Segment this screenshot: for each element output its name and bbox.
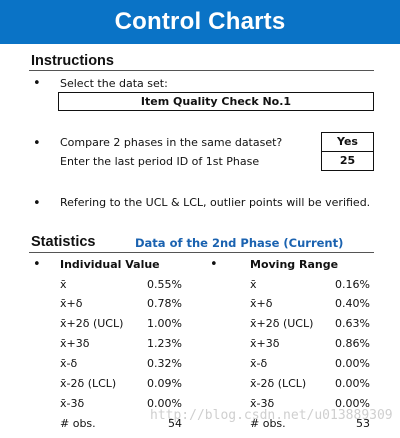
bullet: • bbox=[33, 136, 41, 151]
stat-value: 0.00% bbox=[335, 377, 370, 390]
stat-label: x̄+2δ (UCL) bbox=[60, 317, 124, 330]
last-period-label: Enter the last period ID of 1st Phase bbox=[60, 155, 260, 168]
select-dataset-label: Select the data set: bbox=[60, 77, 168, 90]
stat-label: x̄+δ bbox=[60, 297, 83, 310]
stat-label: x̄ bbox=[250, 278, 257, 291]
stat-label: # obs. bbox=[60, 417, 96, 430]
dataset-select[interactable]: Item Quality Check No.1 bbox=[58, 92, 374, 111]
stat-label: x̄+3δ bbox=[60, 337, 90, 350]
bullet: • bbox=[33, 257, 41, 272]
stat-value: 0.55% bbox=[147, 278, 182, 291]
instructions-divider bbox=[29, 70, 374, 71]
stat-value: 0.86% bbox=[335, 337, 370, 350]
stat-label: x̄-3δ bbox=[60, 397, 85, 410]
bullet: • bbox=[210, 257, 218, 272]
stat-label: x̄-2δ (LCL) bbox=[60, 377, 117, 390]
individual-value-header: Individual Value bbox=[60, 258, 160, 271]
bullet: • bbox=[33, 76, 41, 91]
stat-label: x̄+2δ (UCL) bbox=[250, 317, 314, 330]
stat-value: 1.00% bbox=[147, 317, 182, 330]
stat-value: 0.00% bbox=[147, 397, 182, 410]
statistics-divider bbox=[29, 252, 374, 253]
stat-label: x̄-δ bbox=[250, 357, 268, 370]
stat-value: 0.09% bbox=[147, 377, 182, 390]
bullet: • bbox=[33, 196, 41, 211]
instructions-heading: Instructions bbox=[31, 53, 114, 69]
compare-phases-label: Compare 2 phases in the same dataset? bbox=[60, 136, 283, 149]
banner-title: Control Charts bbox=[0, 0, 400, 44]
last-period-field[interactable]: 25 bbox=[321, 151, 374, 171]
phase-title: Data of the 2nd Phase (Current) bbox=[135, 236, 344, 250]
stat-label: x̄-2δ (LCL) bbox=[250, 377, 307, 390]
stat-value: 0.00% bbox=[335, 357, 370, 370]
stat-value: 0.63% bbox=[335, 317, 370, 330]
stat-label: x̄-3δ bbox=[250, 397, 275, 410]
outlier-note: Refering to the UCL & LCL, outlier point… bbox=[60, 196, 371, 209]
stat-label: x̄+3δ bbox=[250, 337, 280, 350]
stat-label: x̄+δ bbox=[250, 297, 273, 310]
stat-value: 1.23% bbox=[147, 337, 182, 350]
stat-value: 0.40% bbox=[335, 297, 370, 310]
stat-value: 0.00% bbox=[335, 397, 370, 410]
compare-phases-field[interactable]: Yes bbox=[321, 132, 374, 152]
statistics-heading: Statistics bbox=[31, 234, 96, 250]
stat-value: 0.78% bbox=[147, 297, 182, 310]
stat-label: # obs. bbox=[250, 417, 286, 430]
stat-value: 54 bbox=[168, 417, 182, 430]
stat-value: 0.32% bbox=[147, 357, 182, 370]
watermark: http://blog.csdn.net/u013889309 bbox=[150, 408, 393, 423]
moving-range-header: Moving Range bbox=[250, 258, 339, 271]
stat-label: x̄-δ bbox=[60, 357, 78, 370]
stat-value: 0.16% bbox=[335, 278, 370, 291]
stat-value: 53 bbox=[356, 417, 370, 430]
stat-label: x̄ bbox=[60, 278, 67, 291]
